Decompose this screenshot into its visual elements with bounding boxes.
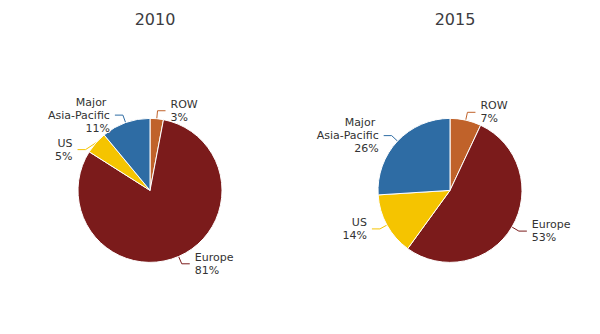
svg-text:US: US bbox=[352, 216, 367, 229]
svg-text:ROW: ROW bbox=[480, 99, 507, 112]
svg-text:US: US bbox=[57, 137, 72, 150]
svg-text:7%: 7% bbox=[480, 112, 497, 125]
svg-text:ROW: ROW bbox=[171, 98, 198, 111]
svg-text:26%: 26% bbox=[354, 142, 378, 155]
svg-text:Asia-Pacific: Asia-Pacific bbox=[48, 109, 110, 122]
svg-text:5%: 5% bbox=[55, 150, 72, 163]
svg-text:Europe: Europe bbox=[195, 251, 234, 264]
svg-text:Asia-Pacific: Asia-Pacific bbox=[317, 129, 379, 142]
svg-text:3%: 3% bbox=[171, 111, 188, 124]
svg-text:14%: 14% bbox=[342, 229, 366, 242]
svg-text:Major: Major bbox=[345, 116, 379, 129]
svg-text:Major: Major bbox=[76, 96, 110, 109]
svg-text:81%: 81% bbox=[195, 264, 219, 277]
svg-text:11%: 11% bbox=[85, 122, 109, 135]
svg-text:2010: 2010 bbox=[135, 10, 176, 29]
svg-text:Europe: Europe bbox=[532, 218, 571, 231]
svg-text:2015: 2015 bbox=[435, 10, 476, 29]
svg-text:53%: 53% bbox=[532, 231, 556, 244]
